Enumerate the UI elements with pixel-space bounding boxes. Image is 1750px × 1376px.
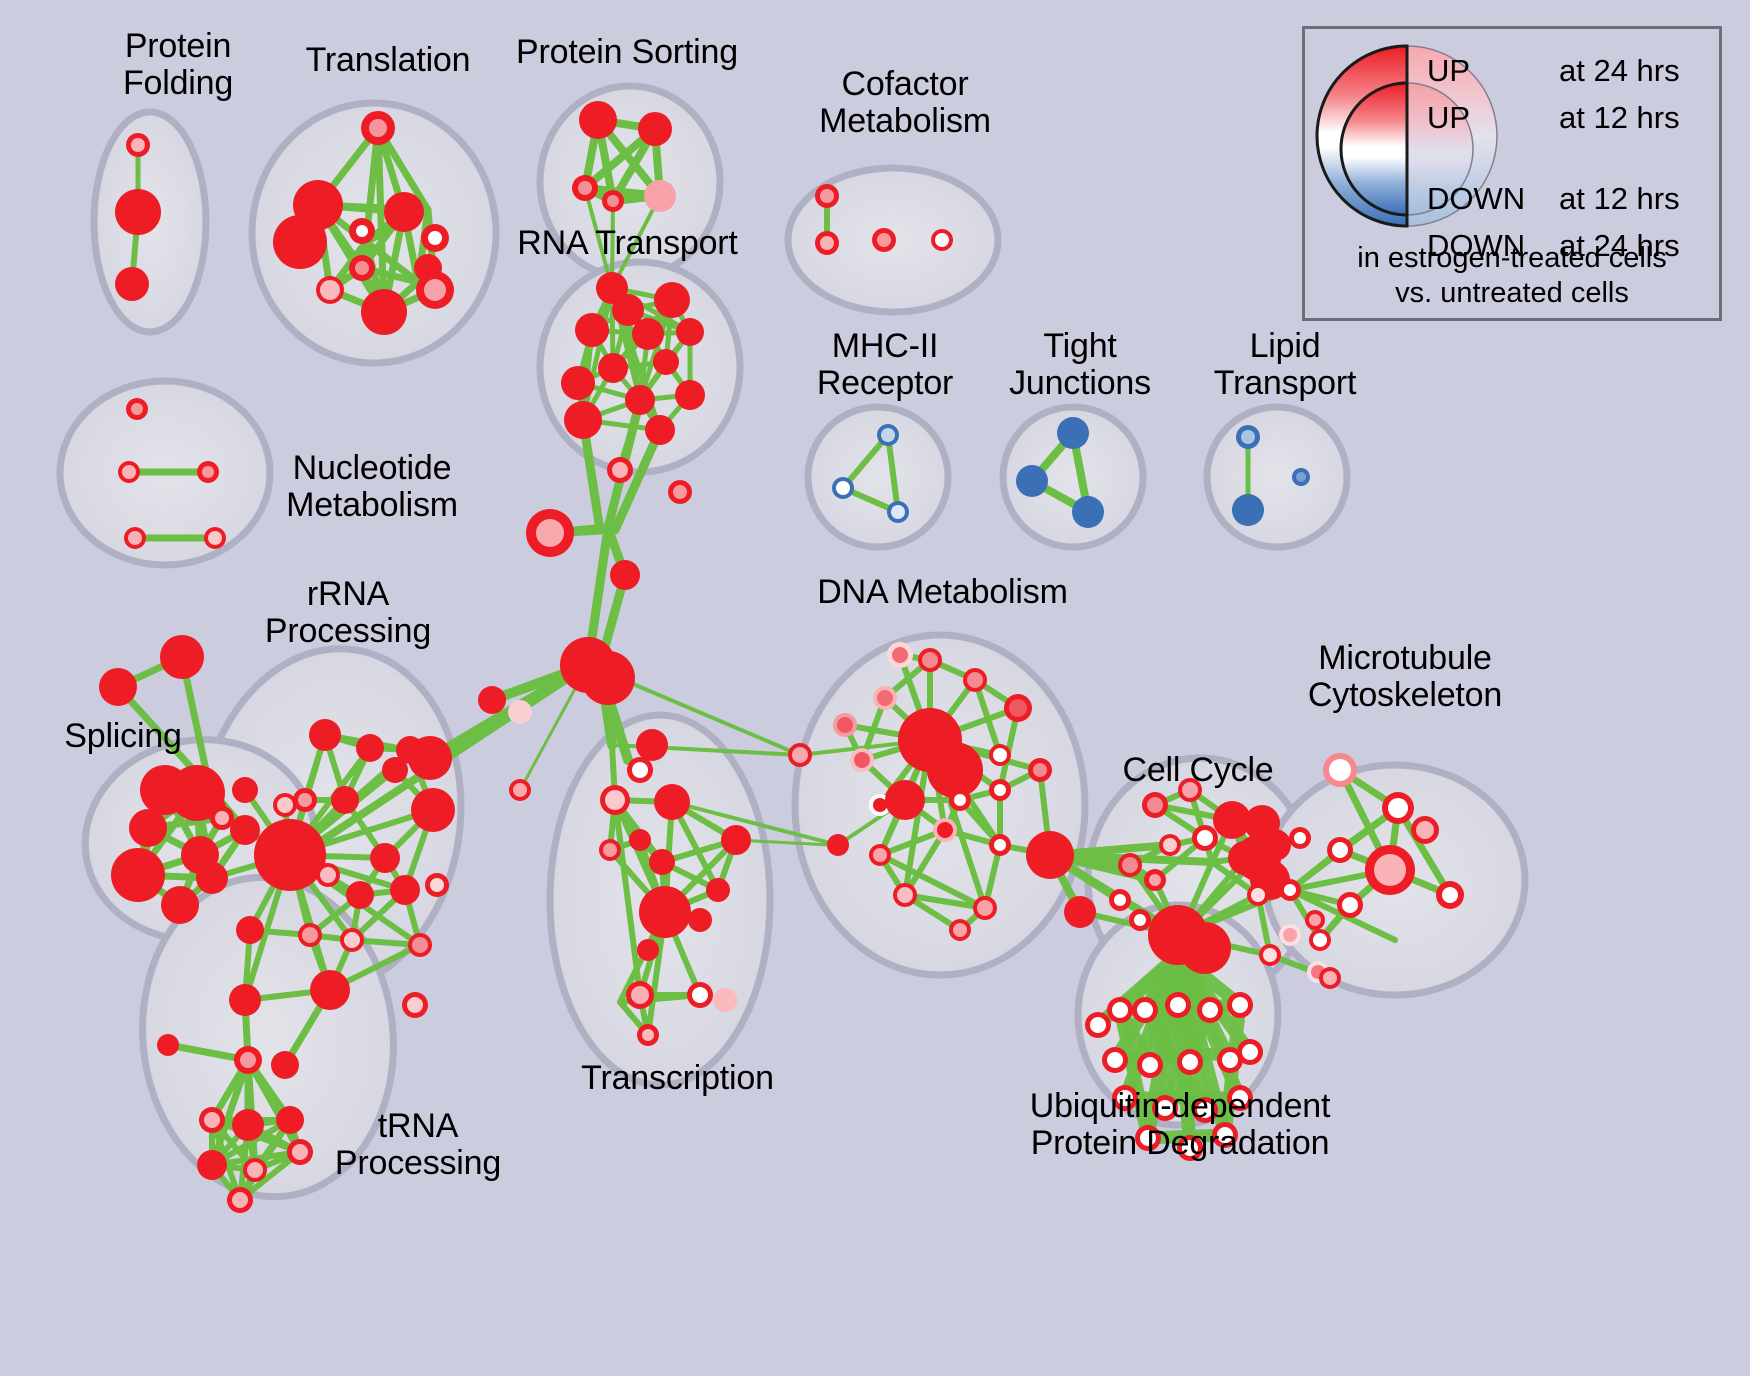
legend-direction-up-24: UP bbox=[1427, 53, 1471, 88]
cluster-blob-mhc-ii-receptor bbox=[804, 403, 952, 551]
legend-time-up-12: at 12 hrs bbox=[1559, 100, 1680, 135]
cluster-label-ubiquitin-degradation: Ubiquitin-dependent Protein Degradation bbox=[1029, 1087, 1331, 1163]
cluster-label-translation: Translation bbox=[305, 41, 471, 79]
legend-node-glyph bbox=[1315, 44, 1498, 228]
legend-footer-line2: vs. untreated cells bbox=[1395, 277, 1629, 310]
cluster-label-transcription: Transcription bbox=[581, 1059, 774, 1097]
legend-direction-down-12: DOWN bbox=[1427, 181, 1526, 216]
legend-direction-up-12: UP bbox=[1427, 100, 1471, 135]
cluster-label-tight-junctions: Tight Junctions bbox=[1009, 327, 1151, 403]
cluster-label-dna-metabolism: DNA Metabolism bbox=[817, 573, 1068, 611]
legend-row-up-24: UP at 24 hrs bbox=[1427, 53, 1727, 100]
cluster-label-protein-sorting: Protein Sorting bbox=[516, 33, 738, 71]
cluster-label-cell-cycle: Cell Cycle bbox=[1122, 751, 1274, 789]
cluster-label-microtubule-cytoskeleton: Microtubule Cytoskeleton bbox=[1307, 639, 1503, 715]
cluster-label-rrna-processing: rRNA Processing bbox=[264, 575, 432, 651]
legend-direction-down-24: DOWN bbox=[1427, 228, 1526, 263]
legend-time-down-24: at 24 hrs bbox=[1559, 228, 1680, 263]
legend-panel: UP at 24 hrs UP at 12 hrs DOWN at 12 hrs… bbox=[1302, 26, 1722, 321]
network-nodes bbox=[99, 101, 1464, 1213]
legend-time-up-24: at 24 hrs bbox=[1559, 53, 1680, 88]
cluster-label-trna-processing: tRNA Processing bbox=[334, 1107, 502, 1183]
legend-row-down-24: DOWN at 24 hrs bbox=[1427, 228, 1727, 275]
legend-footer: in estrogen-treated cells vs. untreated … bbox=[1305, 241, 1719, 312]
cluster-label-mhc-ii-receptor: MHC-II Receptor bbox=[816, 327, 954, 403]
cluster-label-nucleotide-metabolism: Nucleotide Metabolism bbox=[286, 449, 458, 525]
cluster-label-lipid-transport: Lipid Transport bbox=[1213, 327, 1357, 403]
legend-time-down-12: at 12 hrs bbox=[1559, 181, 1680, 216]
cluster-blob-tight-junctions bbox=[999, 403, 1147, 551]
cluster-label-splicing: Splicing bbox=[64, 717, 182, 755]
cluster-label-cofactor-metabolism: Cofactor Metabolism bbox=[819, 65, 991, 141]
cluster-blob-lipid-transport bbox=[1203, 403, 1351, 551]
cluster-label-protein-folding: Protein Folding bbox=[122, 27, 234, 103]
legend-row-down-12: DOWN at 12 hrs bbox=[1427, 181, 1727, 228]
legend-row-up-12: UP at 12 hrs bbox=[1427, 100, 1727, 147]
cluster-label-rna-transport: RNA Transport bbox=[517, 224, 738, 262]
legend-rows: UP at 24 hrs UP at 12 hrs DOWN at 12 hrs… bbox=[1427, 53, 1727, 275]
legend-footer-line1: in estrogen-treated cells bbox=[1357, 242, 1667, 274]
